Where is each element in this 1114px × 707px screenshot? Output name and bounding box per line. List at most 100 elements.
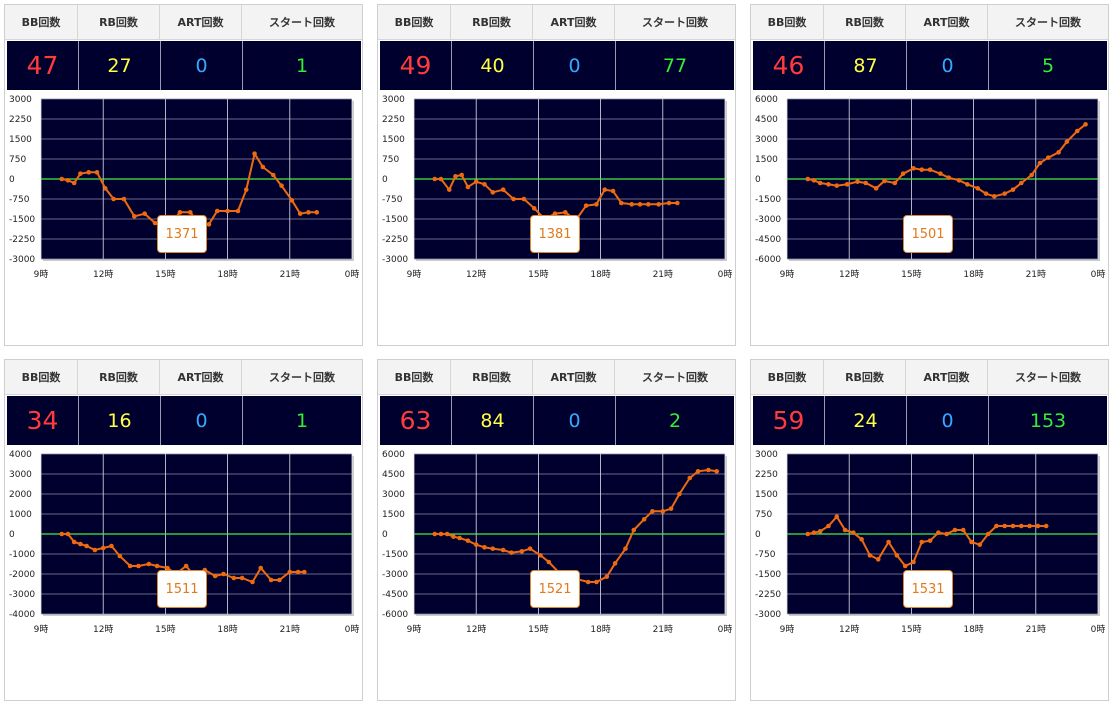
data-point (146, 561, 152, 567)
header-row: BB回数 RB回数 ART回数 スタート回数 (378, 5, 735, 40)
header-cell: RB回数 (451, 5, 533, 39)
data-point (936, 530, 941, 535)
data-point (92, 547, 98, 553)
data-point (482, 182, 487, 187)
data-point (965, 182, 970, 187)
data-point (977, 542, 983, 547)
data-point (946, 175, 952, 180)
machine-card: BB回数 RB回数 ART回数 スタート回数 49 40 0 77 3000 2250 1… (377, 4, 736, 346)
data-point (142, 211, 147, 216)
header-cell: ART回数 (906, 360, 988, 394)
data-point (268, 577, 274, 583)
x-tick-label: 18時 (217, 624, 237, 635)
y-tick-label: 0 (9, 175, 15, 185)
data-point (500, 187, 506, 192)
machine-number-button[interactable]: 1371 (157, 215, 207, 253)
data-point (94, 170, 100, 175)
y-tick-label: 750 (755, 510, 772, 520)
data-point (78, 541, 83, 547)
y-tick-label: 750 (9, 155, 26, 165)
bb-count: 59 (753, 396, 825, 445)
data-point (121, 196, 127, 202)
slump-chart: 3000 2250 1500 750 0 -750 -1500 -2250 -3000 9時 12時… (9, 95, 360, 280)
x-tick-label: 21時 (280, 624, 300, 635)
data-point (855, 179, 860, 184)
data-point (546, 559, 552, 565)
data-point (585, 579, 591, 585)
header-cell: BB回数 (378, 360, 451, 394)
data-point (650, 509, 655, 514)
y-tick-label: 4000 (9, 450, 32, 460)
rb-count: 24 (825, 396, 907, 445)
data-point (714, 469, 720, 474)
data-point (610, 188, 616, 194)
value-row: 49 40 0 77 (380, 41, 734, 90)
y-tick-label: -750 (382, 195, 403, 205)
data-point (583, 203, 589, 208)
x-tick-label: 12時 (93, 269, 113, 280)
y-tick-label: -3000 (382, 255, 408, 265)
y-tick-label: -2250 (9, 235, 35, 245)
x-tick-label: 18時 (590, 269, 610, 280)
machine-number-button[interactable]: 1381 (530, 215, 580, 253)
machine-number-button[interactable]: 1521 (530, 570, 580, 608)
machine-number-button[interactable]: 1511 (157, 570, 207, 608)
machine-card: BB回数 RB回数 ART回数 スタート回数 34 16 0 1 4000 3000 20… (4, 359, 363, 701)
y-tick-label: -6000 (755, 255, 781, 265)
y-tick-label: -4000 (9, 610, 35, 620)
data-point (919, 539, 925, 545)
y-tick-label: -1500 (382, 550, 408, 560)
bb-count: 46 (753, 41, 825, 90)
x-tick-label: 0時 (345, 269, 360, 280)
x-tick-label: 21時 (280, 269, 300, 280)
start-count: 77 (662, 54, 688, 77)
x-tick-label: 0時 (718, 624, 733, 635)
data-point (623, 546, 628, 551)
rb-count: 16 (79, 396, 161, 445)
data-point (1029, 172, 1034, 178)
header-cell: BB回数 (5, 360, 78, 394)
data-point (619, 200, 624, 206)
y-tick-label: -3000 (9, 590, 35, 600)
data-point (297, 211, 303, 216)
y-tick-label: 1500 (382, 510, 405, 520)
value-row: 46 87 0 5 (753, 41, 1107, 90)
x-tick-label: 21時 (1026, 269, 1046, 280)
x-tick-label: 15時 (901, 269, 921, 280)
data-point (102, 186, 108, 191)
data-point (287, 569, 293, 575)
x-tick-label: 15時 (155, 269, 175, 280)
y-tick-label: 0 (755, 175, 761, 185)
x-tick-label: 15時 (528, 624, 548, 635)
x-tick-label: 9時 (34, 269, 49, 280)
data-point (1010, 187, 1016, 192)
data-point (500, 547, 506, 553)
header-cell: ART回数 (533, 5, 615, 39)
data-point (235, 208, 241, 214)
bb-count: 63 (380, 396, 452, 445)
data-point (944, 531, 949, 537)
y-tick-label: 3000 (382, 95, 405, 105)
header-cell: スタート回数 (269, 16, 335, 29)
start-count: 2 (668, 409, 682, 432)
data-point (538, 553, 543, 558)
data-point (65, 178, 71, 183)
data-point (432, 176, 438, 182)
machine-number-button[interactable]: 1531 (903, 570, 953, 608)
data-point (71, 180, 77, 186)
header-cell: BB回数 (378, 5, 451, 39)
header-row: BB回数 RB回数 ART回数 スタート回数 (751, 5, 1108, 40)
data-point (594, 202, 599, 207)
data-point (656, 202, 661, 207)
value-row: 59 24 0 153 (753, 396, 1107, 445)
data-point (438, 531, 444, 537)
machine-number-button[interactable]: 1501 (903, 215, 953, 253)
data-point (1002, 191, 1007, 196)
rb-count: 84 (452, 396, 534, 445)
data-point (252, 151, 257, 156)
y-tick-label: 0 (382, 175, 388, 185)
data-point (277, 577, 282, 583)
y-tick-label: -750 (9, 195, 30, 205)
y-tick-label: -2000 (9, 570, 35, 580)
y-tick-label: -1500 (755, 195, 781, 205)
